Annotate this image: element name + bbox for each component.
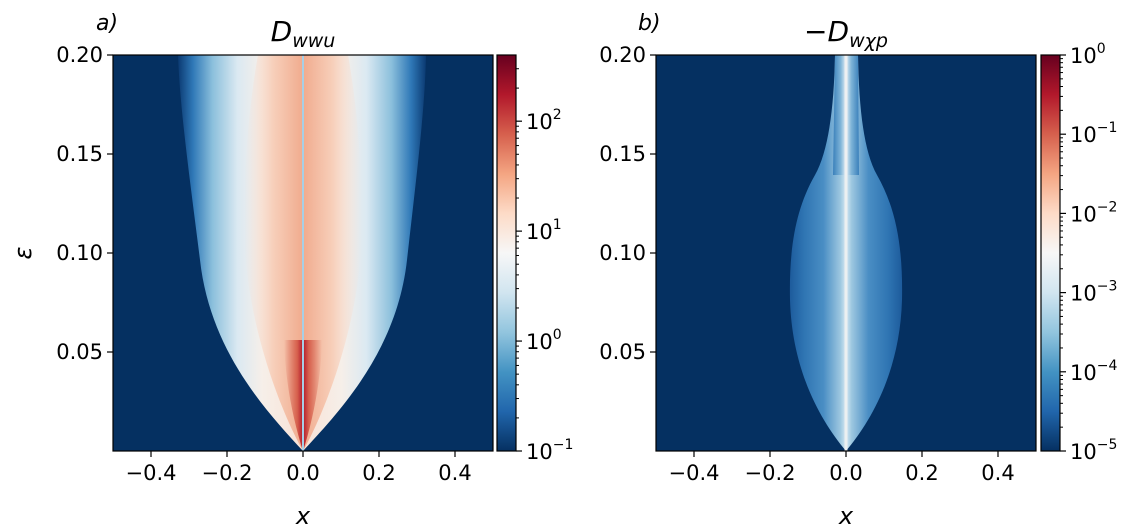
panel-b-y-ticks: 0.05 0.10 0.15 0.20: [599, 43, 656, 364]
panel-b-colorbar-ticks: 10−5 10−4 10−3 10−2 10−1 100: [1060, 41, 1117, 464]
panel-a-y-tick-label: 0.05: [56, 340, 103, 364]
panel-b-y-tick-label: 0.05: [599, 340, 646, 364]
panel-a-x-tick-label: −0.2: [202, 461, 253, 485]
panel-b-title-sub: wχp: [849, 30, 888, 52]
panel-a-y-tick-label: 0.15: [56, 142, 103, 166]
panel-b-heatmap: [655, 54, 1037, 452]
panel-a-colorbar-tick-label: 100: [526, 327, 562, 354]
panel-a-title-main: D: [271, 15, 293, 48]
panel-a-colorbar-ticks: 10−1 100 101 102: [516, 68, 573, 464]
panel-a-y-tick-label: 0.20: [56, 43, 103, 67]
panel-a-x-ticks: −0.4 −0.2 0.0 0.2 0.4: [126, 451, 472, 485]
panel-a-x-tick-label: 0.4: [438, 461, 471, 485]
panel-b-title: −Dwχp: [804, 15, 888, 52]
panel-b-title-main: −D: [804, 15, 849, 48]
panel-a-colorbar-frame: [496, 54, 517, 452]
panel-a-colorbar: 10−1 100 101 102: [496, 54, 573, 464]
panel-b-colorbar-tick-label: 10−4: [1070, 358, 1117, 385]
panel-b-x-tick-label: 0.4: [981, 461, 1014, 485]
panel-a-x-tick-label: 0.0: [286, 461, 319, 485]
panel-a-y-tick-label: 0.10: [56, 241, 103, 265]
panel-b-colorbar-tick-label: 10−1: [1070, 120, 1117, 147]
panel-b-colorbar-tick-label: 100: [1070, 41, 1106, 68]
panel-a-colorbar-gradient: [497, 55, 516, 451]
panel-b-colorbar-tick-label: 10−5: [1070, 437, 1117, 464]
panel-b-letter: b): [638, 11, 661, 36]
panel-b-x-tick-label: −0.4: [669, 461, 720, 485]
panel-a-x-label: x: [295, 502, 311, 530]
panel-b: b) −Dwχp −0.4 −0.2 0.0 0.2 0.4 0.050.100.150…: [599, 11, 1117, 530]
panel-a-colorbar-tick-label: 101: [526, 217, 562, 244]
panel-a-heatmap: [112, 54, 494, 452]
panel-a-title-sub: wwu: [292, 30, 335, 52]
panel-a: a) Dwwu −0.4 −0.2 0.0 0.2 0.4 0.050.100.150.…: [9, 11, 573, 530]
panel-a-colorbar-tick-label: 102: [526, 107, 562, 134]
panel-a-y-label: ε: [9, 246, 37, 259]
panel-b-colorbar-tick-label: 10−3: [1070, 279, 1117, 306]
panel-b-y-tick-label: 0.15: [599, 142, 646, 166]
panel-a-x-tick-label: 0.2: [362, 461, 395, 485]
panel-b-x-tick-label: 0.0: [829, 461, 862, 485]
panel-b-x-ticks: −0.4 −0.2 0.0 0.2 0.4: [669, 451, 1015, 485]
panel-a-y-ticks: 0.05 0.10 0.15 0.20: [56, 43, 113, 364]
panel-a-letter: a): [96, 11, 118, 36]
panel-b-y-tick-label: 0.20: [599, 43, 646, 67]
panel-b-colorbar: 10−5 10−4 10−3 10−2 10−1 100: [1040, 41, 1117, 464]
panel-a-colorbar-tick-label: 10−1: [526, 437, 573, 464]
panel-b-colorbar-frame: [1040, 54, 1061, 452]
panel-a-x-tick-label: −0.4: [126, 461, 177, 485]
panel-b-x-label: x: [838, 502, 854, 530]
panel-b-colorbar-tick-label: 10−2: [1070, 199, 1117, 226]
panel-b-x-tick-label: −0.2: [745, 461, 796, 485]
panel-b-colorbar-gradient: [1041, 55, 1060, 451]
panel-b-x-tick-label: 0.2: [905, 461, 938, 485]
panel-a-title: Dwwu: [271, 15, 336, 52]
panel-b-y-tick-label: 0.10: [599, 241, 646, 265]
